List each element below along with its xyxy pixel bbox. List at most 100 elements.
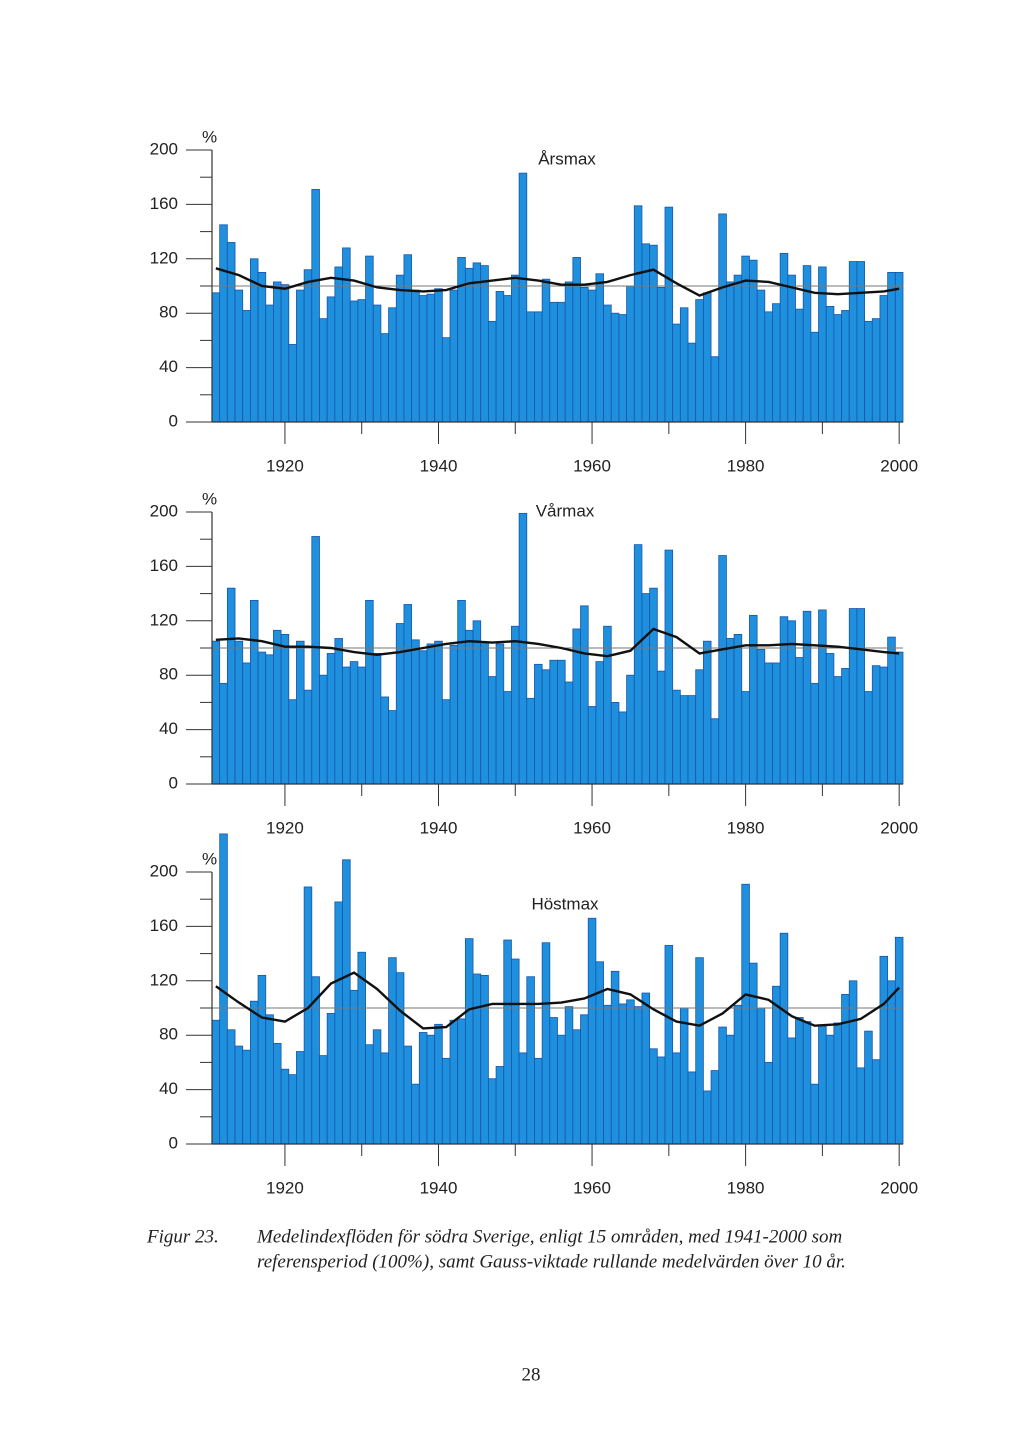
x-tick-label: 1920 bbox=[266, 818, 304, 837]
y-tick-label: 160 bbox=[150, 916, 178, 935]
bar bbox=[587, 706, 597, 785]
bar bbox=[219, 224, 228, 423]
bar bbox=[810, 1083, 819, 1145]
bar bbox=[234, 640, 244, 785]
bar bbox=[795, 1017, 804, 1145]
bar bbox=[580, 286, 589, 423]
bar bbox=[749, 614, 758, 785]
bar bbox=[848, 980, 858, 1145]
y-tick-label: 80 bbox=[159, 665, 178, 684]
x-tick-label: 1960 bbox=[573, 456, 611, 475]
bar bbox=[288, 344, 297, 423]
chart-title: Vårmax bbox=[536, 501, 595, 520]
bar bbox=[779, 616, 789, 785]
bar bbox=[495, 1066, 505, 1145]
bar bbox=[871, 665, 881, 785]
bar bbox=[557, 1034, 566, 1145]
bar bbox=[319, 674, 328, 785]
y-tick-label: 120 bbox=[150, 248, 178, 267]
bar bbox=[326, 296, 336, 423]
x-tick-label: 2000 bbox=[880, 818, 918, 837]
bar bbox=[411, 639, 420, 785]
bar bbox=[472, 973, 482, 1145]
bar bbox=[795, 657, 804, 785]
bar bbox=[480, 974, 489, 1145]
y-tick-label: 0 bbox=[169, 411, 178, 430]
y-tick-label: 80 bbox=[159, 1025, 178, 1044]
bar bbox=[464, 938, 474, 1145]
y-tick-label: 40 bbox=[159, 1079, 178, 1098]
x-tick-label: 1940 bbox=[420, 456, 458, 475]
bar bbox=[726, 281, 735, 423]
bar bbox=[810, 682, 819, 785]
x-tick-label: 1960 bbox=[573, 1178, 611, 1197]
bar bbox=[357, 299, 366, 423]
bar bbox=[273, 1042, 282, 1145]
bar bbox=[242, 1049, 251, 1145]
bar bbox=[595, 661, 604, 785]
bar bbox=[587, 917, 597, 1145]
bar bbox=[894, 936, 904, 1145]
bar bbox=[457, 257, 466, 423]
bar bbox=[695, 957, 704, 1145]
bar bbox=[511, 274, 520, 423]
bar bbox=[326, 653, 336, 785]
bar bbox=[296, 289, 305, 423]
bar bbox=[380, 696, 389, 785]
bar bbox=[779, 252, 789, 423]
bar bbox=[656, 286, 666, 423]
bar bbox=[741, 691, 750, 785]
bar bbox=[349, 661, 359, 785]
bar bbox=[403, 1045, 413, 1145]
bar bbox=[772, 985, 781, 1145]
bar bbox=[695, 299, 704, 423]
bar bbox=[211, 640, 221, 785]
x-tick-label: 1980 bbox=[727, 1178, 765, 1197]
bar bbox=[403, 254, 413, 423]
bar bbox=[334, 901, 343, 1145]
bar bbox=[726, 638, 735, 785]
bar bbox=[687, 695, 697, 785]
bar bbox=[772, 662, 781, 785]
bar bbox=[211, 292, 221, 423]
bar bbox=[441, 1057, 451, 1145]
bar bbox=[311, 189, 320, 423]
bar bbox=[656, 1056, 666, 1145]
bar bbox=[418, 295, 428, 423]
bar bbox=[495, 291, 505, 423]
bar bbox=[564, 681, 574, 785]
bar bbox=[802, 265, 812, 423]
bar bbox=[534, 663, 543, 785]
bar bbox=[618, 1003, 628, 1145]
bar bbox=[487, 1078, 497, 1145]
bar bbox=[871, 318, 881, 423]
bar bbox=[265, 304, 274, 423]
bar bbox=[818, 609, 827, 785]
bar bbox=[825, 653, 835, 785]
x-tick-label: 2000 bbox=[880, 1178, 918, 1197]
bar bbox=[349, 300, 359, 423]
bar bbox=[572, 1029, 581, 1145]
bar bbox=[710, 356, 720, 423]
y-tick-label: 200 bbox=[150, 139, 178, 158]
y-tick-label: 200 bbox=[150, 861, 178, 880]
y-tick-label: 80 bbox=[159, 303, 178, 322]
smoothed-line bbox=[215, 971, 901, 1030]
page-number: 28 bbox=[522, 1364, 541, 1385]
bar bbox=[449, 644, 459, 785]
bar bbox=[541, 942, 551, 1145]
bar bbox=[234, 289, 244, 423]
y-tick-label: 120 bbox=[150, 610, 178, 629]
bar bbox=[710, 718, 720, 785]
caption-line: referensperiod (100%), samt Gauss-viktad… bbox=[257, 1251, 846, 1272]
bar bbox=[825, 1034, 835, 1145]
bar bbox=[226, 242, 236, 423]
bar bbox=[718, 555, 727, 785]
bar bbox=[564, 1006, 574, 1145]
chart-title: Höstmax bbox=[531, 894, 599, 913]
bar bbox=[764, 662, 773, 785]
bar bbox=[303, 269, 313, 423]
bar bbox=[549, 1017, 558, 1145]
y-tick-label: 160 bbox=[150, 556, 178, 575]
bar bbox=[219, 682, 228, 785]
